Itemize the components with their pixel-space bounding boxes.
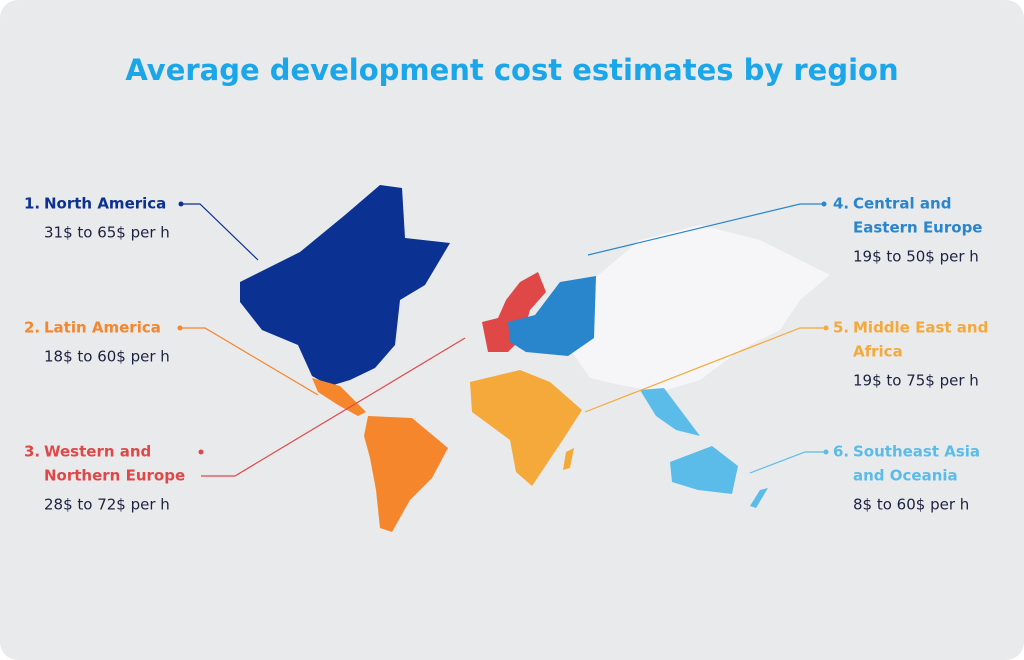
region-number: 3.: [24, 443, 40, 461]
region-name: Northern Europe: [44, 467, 185, 485]
region-cost: 31$ to 65$ per h: [44, 224, 170, 242]
region-name: North America: [44, 195, 166, 213]
map-asia: [572, 225, 830, 392]
region-number: 6.: [833, 443, 849, 461]
title: Average development cost estimates by re…: [125, 53, 898, 87]
map-south-america: [364, 416, 448, 532]
connector-dot: [821, 201, 827, 207]
connector-dot: [823, 449, 829, 455]
world-map: [240, 185, 830, 532]
map-africa: [470, 370, 582, 486]
map-new-zealand: [750, 488, 768, 508]
region-cost: 18$ to 60$ per h: [44, 348, 170, 366]
connector-dot: [177, 325, 183, 331]
connector: [181, 203, 259, 261]
region-number: 4.: [833, 195, 849, 213]
region-name: Eastern Europe: [853, 219, 982, 237]
region-name: Latin America: [44, 319, 161, 337]
region-cost: 28$ to 72$ per h: [44, 496, 170, 514]
connectors: [180, 203, 826, 477]
map-central-america: [312, 378, 366, 416]
map-southeast-asia: [640, 388, 700, 436]
region-name: Africa: [853, 343, 903, 361]
labels: 1. North America 31$ to 65$ per h 2. Latin A…: [24, 195, 988, 514]
region-name: Central and: [853, 195, 951, 213]
connector: [587, 203, 824, 256]
connector: [201, 337, 466, 477]
map-australia: [670, 446, 738, 494]
region-name: Middle East and: [853, 319, 988, 337]
connector: [584, 327, 826, 413]
region-name: Southeast Asia: [853, 443, 980, 461]
map-north-america: [240, 185, 450, 386]
region-name: Western and: [44, 443, 151, 461]
region-number: 2.: [24, 319, 40, 337]
region-number: 1.: [24, 195, 40, 213]
region-name: and Oceania: [853, 467, 958, 485]
connector: [749, 451, 826, 474]
connector-dot: [178, 201, 184, 207]
map-madagascar: [563, 448, 574, 470]
region-number: 5.: [833, 319, 849, 337]
connector-dot: [198, 449, 204, 455]
region-cost: 8$ to 60$ per h: [853, 496, 969, 514]
region-cost: 19$ to 75$ per h: [853, 372, 979, 390]
region-cost: 19$ to 50$ per h: [853, 248, 979, 266]
map-western-europe: [482, 272, 546, 352]
map-eastern-europe: [508, 276, 596, 356]
connector: [180, 327, 319, 396]
connector-dot: [823, 325, 829, 331]
